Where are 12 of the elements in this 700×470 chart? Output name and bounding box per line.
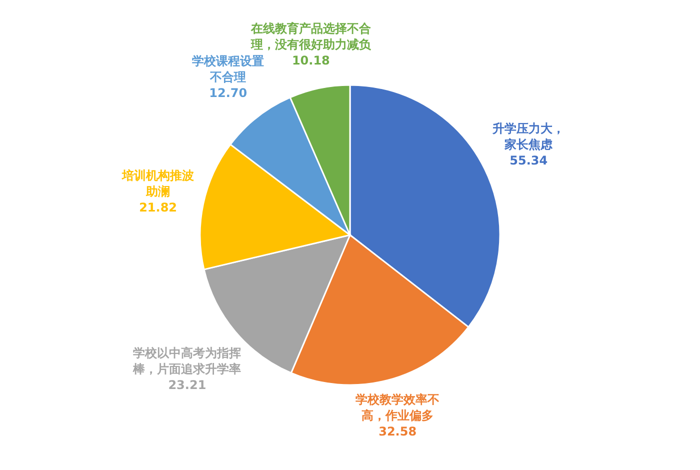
slice-label: 学校以中高考为指挥棒，片面追求升学率: [132, 346, 242, 376]
slice-label: 学校课程设置不合理: [192, 54, 264, 84]
data-label: 23.21: [168, 378, 206, 392]
data-label: 21.82: [139, 200, 178, 214]
data-label: 10.18: [292, 53, 330, 68]
data-label: 12.70: [209, 86, 248, 100]
slice-label: 升学压力大，家长焦虑: [492, 122, 565, 152]
slice-label: 学校教学效率不高，作业偏多: [356, 392, 440, 423]
data-label: 55.34: [510, 154, 548, 168]
slice-label: 在线教育产品选择不合理，没有很好助力减负: [250, 21, 372, 52]
slice-label: 培训机构推波助澜: [121, 168, 196, 198]
data-label: 32.58: [378, 424, 417, 439]
